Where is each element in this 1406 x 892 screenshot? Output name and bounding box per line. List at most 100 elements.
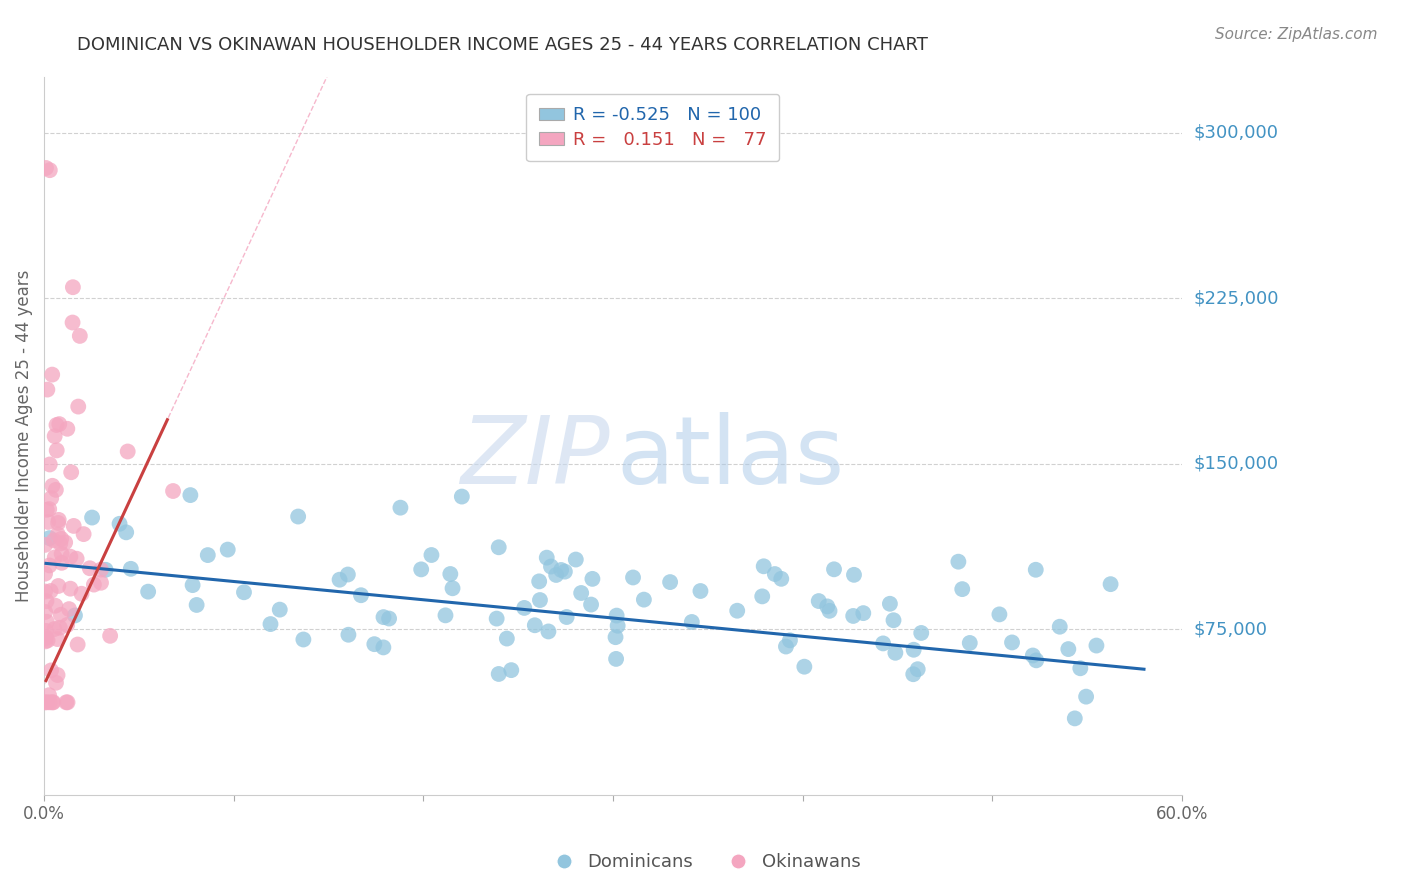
Point: [910, 626, 932, 640]
Text: $75,000: $75,000: [1194, 621, 1267, 639]
Point: [181, 578, 204, 592]
Point: [179, 488, 201, 502]
Point: [67, 400, 90, 414]
Point: [63, 608, 86, 623]
Point: [38, 531, 60, 545]
Point: [378, 611, 401, 625]
Point: [53, 535, 76, 549]
Point: [540, 559, 562, 574]
Point: [411, 562, 433, 576]
Point: [605, 652, 627, 666]
Point: [37, 383, 59, 397]
Point: [329, 573, 352, 587]
Point: [450, 490, 472, 504]
Point: [42, 695, 65, 709]
Text: $150,000: $150,000: [1194, 455, 1278, 473]
Point: [441, 581, 464, 595]
Point: [775, 640, 797, 654]
Point: [336, 567, 359, 582]
Point: [389, 500, 412, 515]
Text: DOMINICAN VS OKINAWAN HOUSEHOLDER INCOME AGES 25 - 44 YEARS CORRELATION CHART: DOMINICAN VS OKINAWAN HOUSEHOLDER INCOME…: [77, 36, 928, 54]
Point: [420, 548, 443, 562]
Point: [536, 550, 558, 565]
Point: [35, 161, 58, 175]
Point: [488, 541, 510, 555]
Point: [537, 624, 560, 639]
Point: [66, 638, 89, 652]
Point: [66, 551, 89, 566]
Point: [45, 675, 67, 690]
Point: [34, 566, 56, 581]
Point: [779, 633, 801, 648]
Point: [659, 575, 682, 590]
Point: [988, 607, 1011, 622]
Point: [501, 663, 523, 677]
Point: [34, 632, 56, 646]
Point: [41, 479, 63, 493]
Point: [35, 594, 58, 608]
Point: [950, 582, 973, 596]
Point: [94, 563, 117, 577]
Point: [79, 561, 101, 575]
Point: [815, 599, 838, 614]
Point: [852, 606, 875, 620]
Point: [884, 646, 907, 660]
Point: [373, 610, 395, 624]
Point: [62, 280, 84, 294]
Point: [1057, 642, 1080, 657]
Point: [606, 608, 628, 623]
Point: [527, 574, 550, 589]
Point: [233, 585, 256, 599]
Point: [51, 547, 73, 561]
Point: [1063, 711, 1085, 725]
Point: [1099, 577, 1122, 591]
Point: [35, 630, 58, 644]
Point: [44, 622, 66, 636]
Point: [807, 594, 830, 608]
Point: [689, 584, 711, 599]
Point: [1049, 620, 1071, 634]
Point: [751, 590, 773, 604]
Point: [46, 668, 69, 682]
Point: [38, 695, 60, 709]
Point: [1025, 563, 1047, 577]
Point: [1069, 661, 1091, 675]
Point: [58, 602, 80, 616]
Point: [529, 593, 551, 607]
Point: [569, 586, 592, 600]
Point: [37, 633, 59, 648]
Point: [37, 515, 59, 529]
Point: [136, 584, 159, 599]
Point: [49, 621, 72, 635]
Point: [763, 567, 786, 582]
Point: [523, 618, 546, 632]
Point: [56, 422, 79, 436]
Point: [35, 615, 58, 629]
Point: [259, 617, 281, 632]
Point: [513, 601, 536, 615]
Point: [1074, 690, 1097, 704]
Point: [818, 604, 841, 618]
Point: [842, 609, 865, 624]
Point: [42, 533, 65, 548]
Point: [948, 555, 970, 569]
Point: [59, 582, 82, 596]
Point: [69, 329, 91, 343]
Point: [1025, 653, 1047, 667]
Point: [162, 483, 184, 498]
Point: [49, 607, 72, 622]
Y-axis label: Householder Income Ages 25 - 44 years: Householder Income Ages 25 - 44 years: [15, 270, 32, 602]
Point: [48, 513, 70, 527]
Point: [725, 604, 748, 618]
Point: [70, 587, 93, 601]
Point: [83, 577, 105, 591]
Point: [72, 527, 94, 541]
Point: [555, 610, 578, 624]
Point: [1022, 648, 1045, 663]
Point: [49, 536, 72, 550]
Point: [186, 598, 208, 612]
Point: [292, 632, 315, 647]
Point: [44, 550, 66, 565]
Point: [197, 548, 219, 562]
Legend: R = -0.525   N = 100, R =   0.151   N =   77: R = -0.525 N = 100, R = 0.151 N = 77: [526, 94, 779, 161]
